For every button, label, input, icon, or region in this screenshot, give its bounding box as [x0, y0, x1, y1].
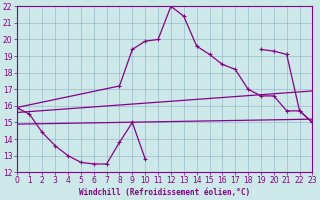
X-axis label: Windchill (Refroidissement éolien,°C): Windchill (Refroidissement éolien,°C)	[79, 188, 250, 197]
